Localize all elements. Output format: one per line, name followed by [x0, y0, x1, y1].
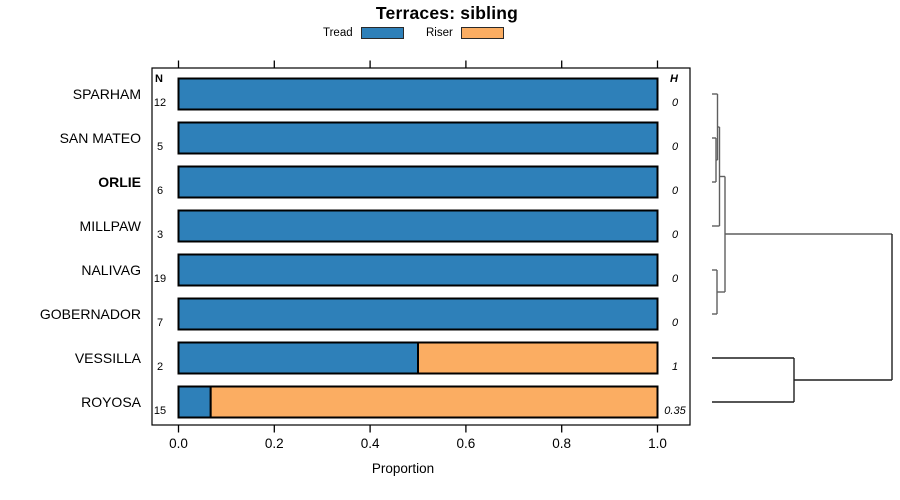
legend-item-tread: Tread: [323, 27, 404, 39]
x-tick-label: 0.4: [361, 436, 380, 451]
n-value: 15: [153, 405, 167, 417]
x-tick-label: 1.0: [648, 436, 667, 451]
h-value: 0: [671, 273, 679, 285]
column-header-h: H: [670, 73, 678, 85]
x-tick-label: 0.8: [552, 436, 571, 451]
x-tick-label: 0.0: [169, 436, 188, 451]
n-value: 6: [156, 185, 164, 197]
row-label: ROYOSA: [81, 394, 141, 410]
row-label: SPARHAM: [72, 86, 141, 102]
x-tick-label: 0.2: [265, 436, 284, 451]
x-axis-title: Proportion: [371, 461, 435, 476]
x-tick-label: 0.6: [457, 436, 476, 451]
h-value: 0: [671, 185, 679, 197]
bar-segment-tread: [177, 209, 659, 243]
row-label: MILLPAW: [79, 218, 141, 234]
bar-segment-tread: [177, 341, 419, 375]
h-value: 1: [671, 361, 679, 373]
legend-label-riser: Riser: [426, 27, 453, 39]
n-value: 19: [153, 273, 167, 285]
h-value: 0: [671, 97, 679, 109]
plot-border: [151, 67, 691, 426]
row-label: ORLIE: [98, 174, 141, 190]
bar-segment-tread: [177, 77, 659, 111]
bar-segment-tread: [177, 253, 659, 287]
bar-segment-tread: [177, 385, 212, 419]
legend-label-tread: Tread: [323, 27, 353, 39]
n-value: 2: [156, 361, 164, 373]
n-value: 7: [156, 317, 164, 329]
n-value: 3: [156, 229, 164, 241]
legend-item-riser: Riser: [426, 27, 504, 39]
n-value: 5: [156, 141, 164, 153]
n-value: 12: [153, 97, 167, 109]
bar-segment-tread: [177, 297, 659, 331]
row-label: NALIVAG: [81, 262, 141, 278]
column-header-n: N: [155, 73, 163, 85]
row-label: GOBERNADOR: [39, 306, 141, 322]
bar-segment-tread: [177, 165, 659, 199]
bar-segment-riser: [209, 385, 659, 419]
row-label: SAN MATEO: [59, 130, 141, 146]
chart-title: Terraces: sibling: [375, 3, 519, 23]
legend-swatch-riser: [460, 27, 504, 39]
h-value: 0.35: [664, 405, 686, 417]
h-value: 0: [671, 229, 679, 241]
h-value: 0: [671, 141, 679, 153]
row-label: VESSILLA: [74, 350, 141, 366]
bar-segment-riser: [417, 341, 659, 375]
bar-segment-tread: [177, 121, 659, 155]
legend-swatch-tread: [360, 27, 404, 39]
h-value: 0: [671, 317, 679, 329]
